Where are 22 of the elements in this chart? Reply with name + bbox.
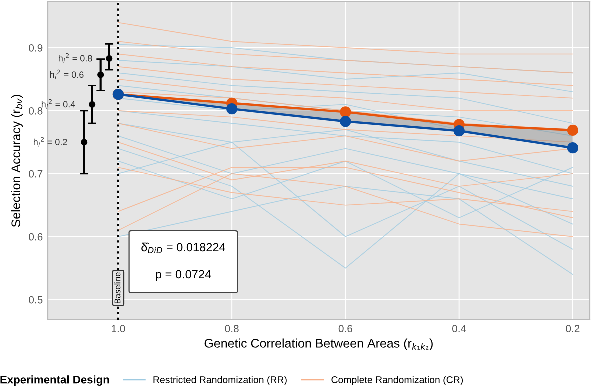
x-axis-title: Genetic Correlation Between Areas (r$_{k₁k₂}$): [204, 338, 433, 350]
legend-title: Experimental Design: [0, 376, 110, 386]
annotation: h$_{i}$$^{2}$ = 0.6: [50, 70, 84, 80]
ref-line-label: Baseline: [114, 272, 121, 304]
y-tick-label: 0.9: [29, 44, 43, 52]
y-axis-title: Selection Accuracy (r$_{bv}$): [11, 95, 24, 228]
y-tick-label: 0.7: [29, 170, 43, 178]
annotation: h$_{i}$$^{2}$ = 0.2: [34, 137, 68, 147]
x-tick-label: 0.6: [338, 325, 352, 333]
annotation: h$_{i}$$^{2}$ = 0.8: [59, 53, 92, 64]
annotation: δ̂$_{DiD}$ = 0.018224: [142, 242, 226, 254]
annotation: h$_{i}$$^{2}$ = 0.4: [42, 99, 76, 110]
x-tick-label: 0.2: [566, 325, 580, 333]
x-tick-label: 0.8: [225, 325, 239, 333]
x-tick-label: 1.0: [112, 325, 126, 333]
legend-label: Complete Randomization (CR): [332, 376, 464, 386]
y-tick-label: 0.8: [29, 107, 43, 115]
legend-label: Restricted Randomization (RR): [154, 376, 287, 386]
y-tick-label: 0.5: [29, 296, 43, 304]
x-tick-label: 0.4: [452, 325, 466, 333]
annotation: p = 0.0724: [156, 270, 212, 281]
y-tick-label: 0.6: [29, 233, 43, 241]
